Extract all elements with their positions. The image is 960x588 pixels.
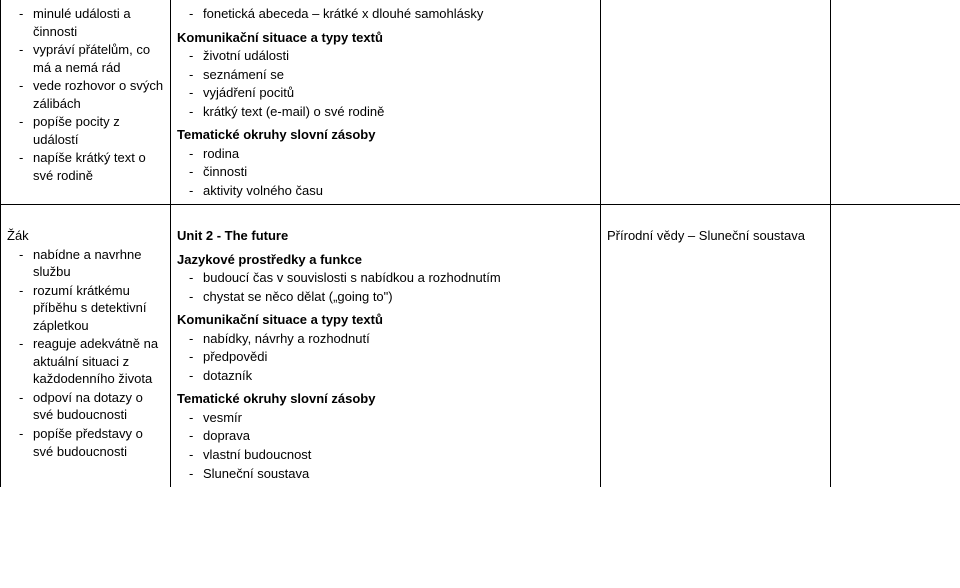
- list-item: budoucí čas v souvislosti s nabídkou a r…: [177, 269, 594, 287]
- vocab-list-2: vesmír doprava vlastní budoucnost Sluneč…: [177, 409, 594, 482]
- situations-list-1: životní události seznámení se vyjádření …: [177, 47, 594, 120]
- section-heading: Komunikační situace a typy textů: [177, 311, 594, 329]
- section-heading: Tematické okruhy slovní zásoby: [177, 390, 594, 408]
- list-item: chystat se něco dělat („going to"): [177, 288, 594, 306]
- section-heading: Komunikační situace a typy textů: [177, 29, 594, 47]
- list-item: vede rozhovor o svých zálibách: [7, 77, 164, 112]
- outcomes-list-1: minulé události a činnosti vypráví přáte…: [7, 5, 164, 184]
- phonetics-list: fonetická abeceda – krátké x dlouhé samo…: [177, 5, 594, 23]
- cell-r1c2: fonetická abeceda – krátké x dlouhé samo…: [171, 0, 601, 205]
- list-item: doprava: [177, 427, 594, 445]
- list-item: odpoví na dotazy o své budoucnosti: [7, 389, 164, 424]
- section-heading: Tematické okruhy slovní zásoby: [177, 126, 594, 144]
- list-item: aktivity volného času: [177, 182, 594, 200]
- vocab-list-1: rodina činnosti aktivity volného času: [177, 145, 594, 200]
- cell-r2c1: Žák nabídne a navrhne službu rozumí krát…: [1, 205, 171, 487]
- list-item: fonetická abeceda – krátké x dlouhé samo…: [177, 5, 594, 23]
- list-item: reaguje adekvátně na aktuální situaci z …: [7, 335, 164, 388]
- cross-subject: Přírodní vědy – Sluneční soustava: [607, 227, 824, 245]
- situations-list-2: nabídky, návrhy a rozhodnutí předpovědi …: [177, 330, 594, 385]
- list-item: rodina: [177, 145, 594, 163]
- list-item: vlastní budoucnost: [177, 446, 594, 464]
- list-item: činnosti: [177, 163, 594, 181]
- cell-r1c4: [831, 0, 960, 205]
- lang-functions-list: budoucí čas v souvislosti s nabídkou a r…: [177, 269, 594, 305]
- list-item: popíše představy o své budoucnosti: [7, 425, 164, 460]
- section-heading: Jazykové prostředky a funkce: [177, 251, 594, 269]
- student-label: Žák: [7, 227, 164, 245]
- cell-r2c3: Přírodní vědy – Sluneční soustava: [601, 205, 831, 487]
- curriculum-table: minulé události a činnosti vypráví přáte…: [0, 0, 960, 487]
- list-item: nabídky, návrhy a rozhodnutí: [177, 330, 594, 348]
- list-item: dotazník: [177, 367, 594, 385]
- cell-r2c4: [831, 205, 960, 487]
- list-item: vyjádření pocitů: [177, 84, 594, 102]
- list-item: seznámení se: [177, 66, 594, 84]
- cell-r2c2: Unit 2 - The future Jazykové prostředky …: [171, 205, 601, 487]
- list-item: Sluneční soustava: [177, 465, 594, 483]
- list-item: popíše pocity z událostí: [7, 113, 164, 148]
- list-item: vypráví přátelům, co má a nemá rád: [7, 41, 164, 76]
- list-item: životní události: [177, 47, 594, 65]
- cell-r1c3: [601, 0, 831, 205]
- cell-r1c1: minulé události a činnosti vypráví přáte…: [1, 0, 171, 205]
- list-item: nabídne a navrhne službu: [7, 246, 164, 281]
- list-item: vesmír: [177, 409, 594, 427]
- list-item: minulé události a činnosti: [7, 5, 164, 40]
- list-item: předpovědi: [177, 348, 594, 366]
- unit-title: Unit 2 - The future: [177, 227, 594, 245]
- list-item: napíše krátký text o své rodině: [7, 149, 164, 184]
- list-item: rozumí krátkému příběhu s detektivní záp…: [7, 282, 164, 335]
- list-item: krátký text (e-mail) o své rodině: [177, 103, 594, 121]
- outcomes-list-2: nabídne a navrhne službu rozumí krátkému…: [7, 246, 164, 461]
